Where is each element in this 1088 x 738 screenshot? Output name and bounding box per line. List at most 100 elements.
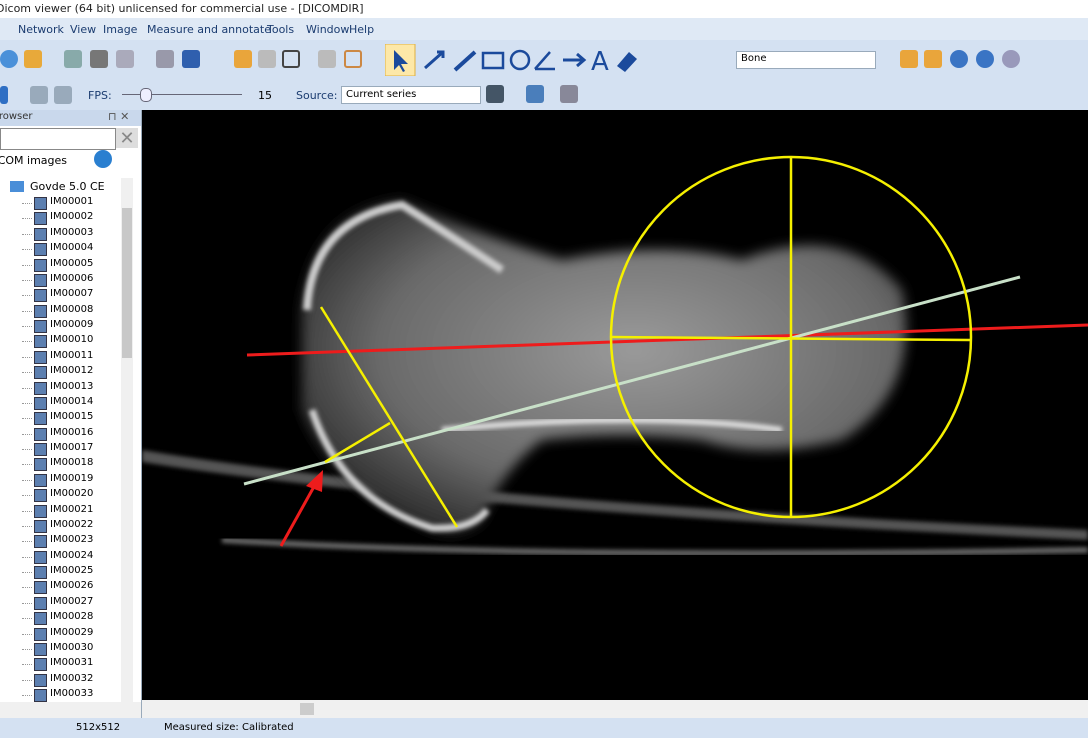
- tool-icon[interactable]: [282, 50, 300, 68]
- tree-item[interactable]: IM00010: [50, 334, 94, 346]
- menu-bar: Network View Image Measure and annotate Tool…: [0, 18, 1088, 40]
- tree-item[interactable]: IM00024: [50, 549, 94, 561]
- panel-title: Browser: [0, 111, 33, 122]
- file-icon: [34, 673, 47, 687]
- tool-icon[interactable]: [976, 50, 994, 68]
- slider-thumb[interactable]: [140, 88, 152, 102]
- tool-icon[interactable]: [234, 50, 252, 68]
- clear-button[interactable]: ✕: [116, 128, 138, 149]
- tree-item[interactable]: IM00014: [50, 395, 94, 407]
- tool-icon[interactable]: [90, 50, 108, 68]
- tree-item[interactable]: IM00002: [50, 211, 94, 223]
- tool-icon[interactable]: [24, 50, 42, 68]
- h-scrollbar[interactable]: [0, 702, 141, 718]
- file-icon: [34, 596, 47, 610]
- tree-item[interactable]: IM00006: [50, 272, 94, 284]
- viewport-scrollbar[interactable]: [142, 700, 1088, 718]
- tree-item[interactable]: IM00029: [50, 626, 94, 638]
- tool-icon[interactable]: [0, 86, 8, 104]
- tool-icon[interactable]: [344, 50, 362, 68]
- menu-item[interactable]: Window: [306, 23, 350, 36]
- tree-item[interactable]: IM00018: [50, 457, 94, 469]
- tree-item[interactable]: IM00001: [50, 196, 94, 207]
- menu-item[interactable]: Tools: [267, 23, 295, 36]
- menu-item[interactable]: Image: [103, 23, 138, 36]
- tree-connector: [22, 310, 32, 312]
- preset-dropdown[interactable]: Bone: [736, 51, 876, 69]
- tool-icon[interactable]: [30, 86, 48, 104]
- menu-item[interactable]: View: [70, 23, 97, 36]
- tree-connector: [22, 633, 32, 635]
- file-icon: [34, 458, 47, 472]
- tree-item[interactable]: IM00008: [50, 303, 94, 315]
- tree-item[interactable]: IM00017: [50, 442, 94, 453]
- tree-item[interactable]: IM00012: [50, 365, 94, 377]
- tool-icon[interactable]: [0, 50, 18, 68]
- file-icon: [34, 566, 47, 579]
- tree-item[interactable]: IM00031: [50, 657, 94, 669]
- tool-icon[interactable]: [64, 50, 82, 68]
- tool-icon[interactable]: [318, 50, 336, 68]
- tree-item[interactable]: IM00015: [50, 411, 94, 423]
- file-icon: [34, 550, 47, 564]
- tree-connector: [22, 679, 32, 681]
- tree-item[interactable]: IM00021: [50, 503, 94, 515]
- tree-item[interactable]: IM00013: [50, 380, 94, 392]
- tree-item[interactable]: IM00005: [50, 257, 94, 269]
- scrollbar[interactable]: [121, 178, 133, 706]
- menu-item[interactable]: Help: [349, 23, 375, 36]
- tool-icon[interactable]: [900, 50, 918, 68]
- tree-item[interactable]: IM00019: [50, 472, 94, 484]
- tool-icon[interactable]: [560, 85, 578, 103]
- tool-icon[interactable]: [950, 50, 968, 68]
- tree-item[interactable]: IM00016: [50, 426, 94, 438]
- tree-item[interactable]: IM00026: [50, 580, 94, 592]
- browser-panel: Browser ⊓ ✕ ✕ DICOM images Govde 5.0 CE …: [0, 110, 142, 718]
- status-measured: Measured size: Calibrated: [164, 722, 294, 733]
- fps-slider[interactable]: [122, 94, 242, 95]
- tree-item[interactable]: IM00011: [50, 349, 94, 361]
- tree-item[interactable]: IM00030: [50, 641, 94, 653]
- menu-item[interactable]: Measure and annotate: [147, 23, 271, 36]
- file-icon: [34, 642, 47, 656]
- tool-icon[interactable]: [526, 85, 544, 103]
- tree-item[interactable]: IM00003: [50, 226, 94, 238]
- tool-icon[interactable]: [486, 85, 504, 103]
- file-icon: [34, 689, 47, 702]
- tree-item[interactable]: IM00022: [50, 518, 94, 530]
- tree-item[interactable]: IM00023: [50, 534, 94, 546]
- tool-icon[interactable]: [156, 50, 174, 68]
- file-icon: [34, 581, 47, 595]
- search-box[interactable]: [0, 128, 116, 150]
- tree-item[interactable]: IM00025: [50, 565, 94, 576]
- tree-item[interactable]: IM00004: [50, 242, 94, 254]
- tool-icon[interactable]: [258, 50, 276, 68]
- tree-item[interactable]: IM00028: [50, 611, 94, 623]
- filter-dropdown[interactable]: DICOM images: [0, 154, 68, 167]
- tool-icon[interactable]: [924, 50, 942, 68]
- file-icon: [34, 350, 47, 364]
- tree-item[interactable]: IM00007: [50, 288, 94, 300]
- tool-icon[interactable]: [54, 86, 72, 104]
- tool-icon[interactable]: [1002, 50, 1020, 68]
- tree-connector: [22, 203, 32, 204]
- menu-item[interactable]: Network: [18, 23, 64, 36]
- annotation-tools[interactable]: A: [385, 44, 715, 76]
- tree-root[interactable]: Govde 5.0 CE: [30, 180, 105, 193]
- preset-value: Bone: [741, 53, 767, 64]
- tree-item[interactable]: IM00020: [50, 488, 94, 500]
- tree-connector: [22, 249, 32, 251]
- tool-icon[interactable]: [182, 50, 200, 68]
- tree-item[interactable]: IM00033: [50, 688, 94, 699]
- file-icon: [34, 366, 47, 380]
- window-title: Dicom viewer (64 bit) unlicensed for com…: [0, 2, 364, 15]
- tree-item[interactable]: IM00032: [50, 672, 94, 684]
- source-dropdown[interactable]: Current series: [341, 86, 481, 104]
- refresh-icon[interactable]: [94, 150, 112, 168]
- tree-connector: [22, 295, 32, 297]
- status-bar: 512x512 Measured size: Calibrated: [0, 718, 1088, 738]
- tool-icon[interactable]: [116, 50, 134, 68]
- tree-item[interactable]: IM00009: [50, 319, 94, 330]
- tree-item[interactable]: IM00027: [50, 595, 94, 607]
